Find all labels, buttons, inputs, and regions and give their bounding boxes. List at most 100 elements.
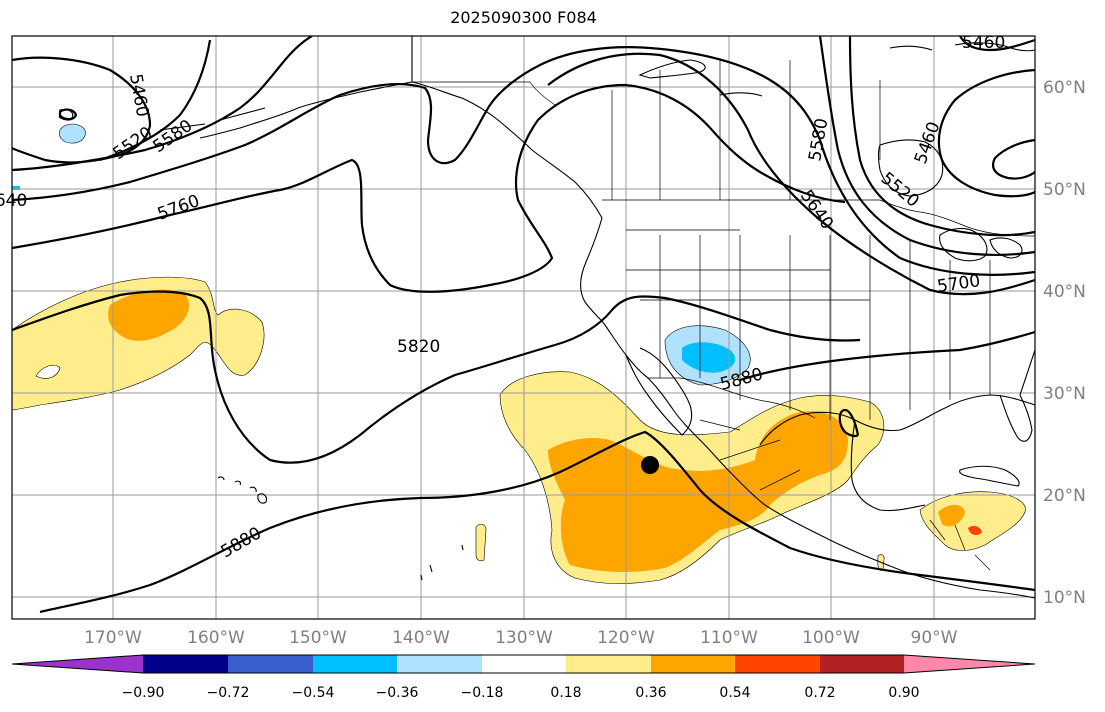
coastlines	[59, 36, 1035, 599]
storm-center-dot	[641, 456, 659, 474]
height-contours	[12, 36, 1035, 614]
contour-label: 5820	[397, 337, 440, 357]
border-us-states	[626, 229, 991, 420]
contour-5640-west	[12, 46, 822, 202]
anomaly-southwest-blue	[682, 342, 736, 373]
lat-axis: 60°N 50°N 40°N 30°N 20°N 10°N	[1043, 78, 1086, 608]
coastline-arctic	[638, 42, 1035, 97]
coastline-alaska	[199, 36, 603, 219]
lon-label: 100°W	[802, 628, 860, 648]
lat-label: 10°N	[1043, 588, 1086, 608]
contour-5820-pacific	[12, 290, 861, 464]
lon-label: 160°W	[187, 628, 245, 648]
contour-label: 5640	[0, 191, 27, 211]
graticule	[12, 36, 1035, 619]
colorbar-segment-6	[566, 655, 651, 673]
lat-label: 50°N	[1043, 180, 1086, 200]
contour-label: 5460	[962, 33, 1005, 53]
contour-5580-east	[818, 36, 1035, 256]
colorbar-segment-0	[12, 655, 143, 673]
anomaly-small-blob-a	[475, 523, 487, 562]
border-central-america	[929, 519, 991, 571]
coastline-hawaii	[217, 476, 267, 504]
colorbar-tick-label: −0.90	[122, 685, 165, 701]
anomaly-west-pacific-orange	[108, 289, 190, 341]
political-borders	[411, 36, 1035, 571]
colorbar-segment-2	[228, 655, 313, 673]
contour-label: 5580	[805, 117, 832, 163]
border-us-mexico	[648, 377, 816, 419]
lat-label: 60°N	[1043, 78, 1086, 98]
contour-5520-west	[99, 39, 212, 162]
map-title: 2025090300 F084	[450, 8, 597, 27]
contour-label: 5460	[125, 72, 152, 118]
contour-5400-east	[992, 138, 1035, 180]
border-mexico-states	[699, 419, 801, 491]
lon-label: 120°W	[597, 628, 655, 648]
anomaly-west-pacific-hole	[35, 364, 61, 379]
coastline-hudson-bay	[877, 139, 944, 197]
contour-5460-east	[937, 68, 1035, 198]
contour-5460-west	[12, 56, 152, 164]
contour-label: 5520	[877, 169, 923, 212]
colorbar-segment-8	[735, 655, 820, 673]
colorbar-tick-label: 0.72	[804, 685, 835, 701]
colorbar-outline	[11, 654, 1036, 674]
contour-5460-east-top	[959, 36, 1035, 52]
coastline-us-east	[1019, 349, 1035, 396]
plot-frame	[11, 35, 1036, 620]
colorbar-tick-label: −0.54	[292, 685, 335, 701]
contour-5700-us	[547, 52, 1035, 296]
lon-label: 150°W	[289, 628, 347, 648]
colorbar-tick-label: −0.72	[207, 685, 250, 701]
contour-5880-gulf	[838, 408, 860, 438]
lon-label: 90°W	[911, 628, 958, 648]
colorbar-tick-label: −0.36	[376, 685, 419, 701]
contour-label: 5760	[155, 191, 202, 225]
border-alaska-canada	[411, 36, 556, 106]
colorbar-tick-label: −0.18	[461, 685, 504, 701]
lat-label: 40°N	[1043, 282, 1086, 302]
colorbar-segment-9	[820, 655, 904, 673]
coastline-us-west	[580, 217, 1035, 599]
lon-label: 110°W	[700, 628, 758, 648]
border-canadian-provinces	[611, 60, 881, 200]
lon-label: 170°W	[84, 628, 142, 648]
contour-5520-east	[848, 36, 1035, 237]
coastline-florida	[999, 394, 1033, 442]
colorbar-segment-3	[313, 655, 397, 673]
colorbar-ticks: −0.90 −0.72 −0.54 −0.36 −0.18 0.18 0.36 …	[122, 685, 920, 701]
colorbar-segment-10	[904, 655, 1035, 673]
anomaly-nw-pacific-lightblue	[59, 123, 86, 144]
border-us-canada	[602, 199, 1035, 237]
anomaly-central-america-orange	[938, 504, 965, 527]
anomaly-west-pacific-yellow	[12, 276, 265, 411]
anomaly-east-pacific-orange	[548, 411, 848, 572]
colorbar-tick-label: 0.36	[635, 685, 666, 701]
contour-5880-us	[739, 330, 1035, 382]
lon-label: 130°W	[495, 628, 553, 648]
contour-5640-east	[818, 139, 1035, 276]
contour-label: 5880	[218, 523, 265, 562]
contour-5880-pacific	[39, 430, 1035, 614]
colorbar-segment-1	[143, 655, 228, 673]
lat-label: 20°N	[1043, 486, 1086, 506]
lon-label: 140°W	[392, 628, 450, 648]
coastline-small-islands	[420, 544, 464, 581]
colorbar-segment-5	[482, 655, 566, 673]
anomaly-central-america-yellow	[919, 491, 1026, 551]
contour-5760-pacific	[12, 83, 846, 293]
colorbar-segment-7	[651, 655, 735, 673]
lon-axis: 170°W 160°W 150°W 140°W 130°W 120°W 110°…	[84, 628, 958, 648]
anomaly-shading	[12, 123, 1026, 584]
coastline-cuba	[959, 465, 1020, 487]
colorbar-tick-label: 0.54	[719, 685, 750, 701]
colorbar	[11, 654, 1036, 674]
colorbar-segment-4	[397, 655, 482, 673]
anomaly-central-america-red	[968, 525, 982, 536]
contour-north-loop	[58, 108, 78, 121]
colorbar-tick-label: 0.18	[550, 685, 581, 701]
colorbar-tick-label: 0.90	[888, 685, 919, 701]
coastline-baja	[625, 347, 693, 436]
